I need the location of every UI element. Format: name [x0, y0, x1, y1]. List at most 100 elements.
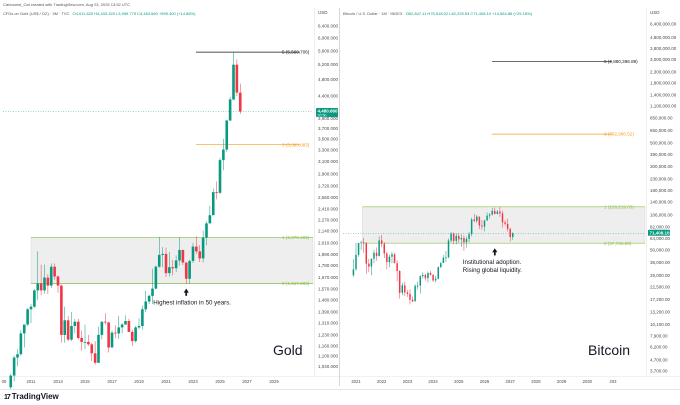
- btc-symbol-header: Bitcoin / U.S. Dollar · 1M · INDEX O62,8…: [343, 11, 532, 16]
- btc-arrow-icon: [492, 248, 498, 253]
- gold-level-label: 1 (2,070.402): [282, 235, 310, 240]
- btc-arrow-stem: [493, 252, 496, 256]
- gold-candle-body: [168, 267, 171, 274]
- btc-candle-body: [440, 263, 442, 268]
- gold-ohlc: O4,011.620 H4,433.320 L3,959.779 C4,463.…: [72, 11, 196, 16]
- gold-level-label: 5 (5,560.706): [282, 50, 310, 55]
- gold-y-tick: 3,100.000: [318, 159, 339, 164]
- gold-candle-body: [211, 192, 215, 216]
- gold-candle-body: [195, 246, 198, 252]
- footer: [0, 389, 680, 405]
- gold-y-tick: 1,570.000: [318, 287, 339, 292]
- tradingview-logo[interactable]: 17 TradingView: [4, 392, 59, 401]
- btc-candle-body: [422, 274, 424, 277]
- gold-candle-body: [215, 192, 218, 193]
- btc-candle-body: [424, 274, 427, 279]
- gold-y-tick: 1,230.000: [318, 332, 339, 337]
- btc-y-tick: 140,000.00: [650, 200, 673, 205]
- btc-candle-body: [411, 299, 414, 302]
- btc-candle-body: [447, 240, 450, 258]
- btc-candle-body: [352, 269, 355, 276]
- gold-candle-body: [60, 285, 63, 335]
- gold-candle-body: [90, 344, 94, 354]
- btc-y-tick: 390,000.00: [650, 152, 673, 157]
- gold-price-badge: [316, 108, 338, 117]
- gold-candle-body: [164, 253, 168, 274]
- gold-candle-body: [218, 160, 222, 193]
- btc-y-tick: 500,000.00: [650, 140, 673, 145]
- btc-candle-body: [458, 235, 460, 240]
- btc-y-tick: 6,200.00: [650, 345, 668, 350]
- gold-candle-body: [184, 262, 188, 279]
- gold-y-tick: 6,400.000: [318, 23, 339, 28]
- charts-canvas[interactable]: 6,400.000 6,000.000 5,600.000 5,200.000 4,80…: [0, 0, 680, 389]
- gold-y-tick: 2,010.000: [318, 240, 339, 245]
- gold-candle-body: [26, 309, 29, 325]
- gold-candle-body: [225, 120, 229, 150]
- btc-candle-body: [380, 240, 383, 244]
- btc-range-zone: [362, 206, 646, 244]
- btc-ohlc: O62,847.11 H75,518.02 L62,225.53 C71,408…: [405, 11, 532, 16]
- gold-candle-body: [93, 353, 97, 363]
- btc-y-tick: 300,000.00: [650, 164, 673, 169]
- gold-candle-body: [191, 246, 195, 261]
- btc-candle-body: [404, 285, 406, 293]
- btc-big-label: Bitcoin: [588, 342, 630, 358]
- gold-level-label: 0 (1,617.300): [282, 281, 310, 286]
- gold-candle-body: [208, 215, 212, 224]
- btc-x-tick: 2021: [351, 379, 361, 384]
- gold-candle-body: [161, 253, 164, 255]
- btc-annotation: Institutional adoption.: [463, 259, 522, 266]
- gold-candle-body: [188, 261, 191, 279]
- btc-y-tick: 230,000.00: [650, 176, 673, 181]
- gold-y-tick: 3,500.000: [318, 136, 339, 141]
- gold-candle-body: [107, 322, 110, 348]
- btc-y-tick: 4,800,000.00: [650, 35, 677, 40]
- btc-x-tick: 203: [610, 379, 618, 384]
- gold-candle-body: [141, 309, 144, 326]
- btc-y-tick: 850,000.00: [650, 116, 673, 121]
- gold-candle-body: [56, 276, 60, 286]
- btc-x-tick: 2028: [531, 379, 541, 384]
- gold-candle-body: [16, 354, 19, 358]
- gold-candle-body: [205, 223, 208, 238]
- gold-candle-body: [103, 321, 107, 323]
- btc-x-tick: 2024: [428, 379, 438, 384]
- gold-candle-body: [70, 326, 73, 340]
- gold-price-badge-sub: 2d 5h: [318, 113, 327, 117]
- btc-y-tick: 3,000,000.00: [650, 57, 677, 62]
- btc-candle-body: [494, 210, 496, 214]
- gold-y-tick: 1,480.000: [318, 298, 339, 303]
- btc-candle-body: [499, 211, 501, 214]
- gold-x-tick: 09: [2, 379, 7, 384]
- gold-candle-body: [235, 64, 239, 93]
- gold-pane[interactable]: 6,400.000 6,000.000 5,600.000 5,200.000 4,80…: [2, 23, 339, 389]
- btc-candle-body: [375, 252, 378, 257]
- btc-x-tick: 2023: [403, 379, 413, 384]
- btc-x-tick: 2030: [583, 379, 593, 384]
- btc-y-tick: 29,000.00: [650, 273, 671, 278]
- gold-range-zone: [30, 237, 314, 284]
- gold-y-tick: 2,720.000: [318, 184, 339, 189]
- gold-candle-body: [63, 320, 67, 335]
- gold-candle-body: [222, 149, 225, 161]
- btc-candle-body: [355, 254, 357, 270]
- btc-candle-body: [393, 254, 396, 264]
- btc-y-tick: 17,200.00: [650, 297, 671, 302]
- gold-currency-label: USD: [318, 10, 328, 15]
- btc-y-tick: 82,000.00: [650, 224, 671, 229]
- btc-y-tick: 1,800,000.00: [650, 81, 677, 86]
- btc-candle-body: [481, 225, 483, 227]
- btc-pane[interactable]: 6,400,000.00 4,800,000.00 3,800,000.00 3,00…: [343, 22, 677, 384]
- gold-candle-body: [33, 290, 36, 307]
- btc-candle-body: [501, 213, 504, 223]
- btc-candle-body: [496, 211, 499, 214]
- gold-candle-body: [100, 321, 104, 335]
- btc-y-tick: 10,100.00: [650, 322, 671, 327]
- gold-price-badge-value: 4,480.660: [318, 109, 339, 114]
- gold-y-tick: 1,890.000: [318, 252, 339, 257]
- gold-candle-body: [130, 331, 134, 342]
- btc-candle-body: [437, 267, 439, 279]
- btc-candle-body: [391, 254, 393, 257]
- btc-candle-body: [357, 243, 360, 255]
